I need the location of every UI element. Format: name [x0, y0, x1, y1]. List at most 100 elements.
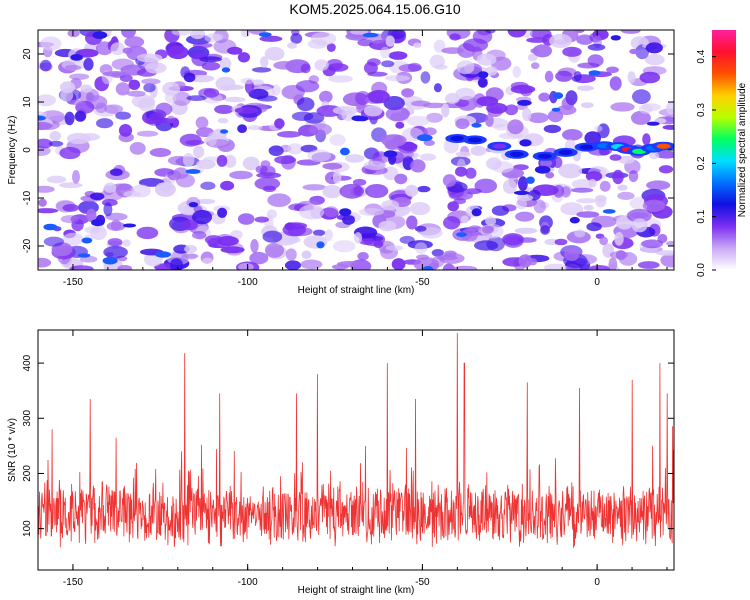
spectrogram-cell	[460, 228, 478, 242]
spectrogram-cell	[612, 169, 624, 185]
spectrogram-cell	[631, 218, 648, 233]
spectrogram-cell	[585, 171, 603, 182]
spectrogram-cell	[632, 89, 651, 105]
spectrogram-cell	[474, 178, 498, 194]
spectrogram-cell	[234, 107, 259, 114]
spectrogram-cell	[103, 245, 128, 259]
spectrogram-cell	[414, 225, 427, 232]
spectrogram-cell	[258, 32, 272, 37]
spectrogram-cell	[46, 175, 67, 184]
spectrogram-cell	[128, 79, 141, 91]
spectrogram-cell	[666, 241, 674, 246]
signal-track-point	[509, 151, 524, 157]
spectrogram-cell	[110, 168, 123, 176]
spectrogram-cell	[522, 107, 532, 122]
spectrogram-cell	[465, 167, 477, 179]
spectrogram-cell	[322, 162, 343, 170]
spectrogram-cell	[273, 61, 296, 70]
spectrogram-cell	[545, 171, 555, 179]
spectrogram-cell	[83, 57, 94, 71]
spectrogram-cell	[460, 215, 469, 224]
spectrogram-cell	[544, 263, 568, 270]
spectrogram-cell	[609, 154, 622, 161]
spectrogram-cell	[423, 127, 437, 136]
spectrogram-cell	[327, 63, 349, 72]
spectrogram-cell	[176, 173, 195, 188]
spectrogram-cell	[329, 134, 346, 146]
spectrogram-cell	[642, 133, 651, 146]
spectrogram-cell	[267, 193, 291, 207]
spectrogram-cell	[224, 96, 246, 103]
spectrogram-cell	[401, 88, 415, 98]
spectrogram-cell	[538, 92, 550, 102]
spectrogram-cell	[307, 149, 332, 162]
spectrogram-cell	[474, 240, 499, 251]
spectrogram-cell	[185, 169, 201, 174]
spectrogram-cell	[300, 259, 323, 270]
spectrogram-cell	[610, 102, 635, 112]
spectrogram-cell	[242, 156, 260, 171]
spectrogram-cell	[502, 179, 517, 194]
spectrogram-cell	[290, 33, 303, 44]
spectrogram-cell	[588, 70, 601, 76]
spectrogram-cell	[324, 229, 334, 241]
spectrogram-cell	[252, 67, 272, 73]
spectrogram-cell	[471, 208, 482, 217]
spectrogram-cell	[214, 104, 234, 114]
snr-x-axis: -150 -100 -50 0	[37, 330, 668, 588]
spectrogram-cell	[201, 61, 221, 71]
spectrogram-cell	[229, 170, 253, 180]
spectrogram-cell	[515, 211, 535, 222]
spectrogram-cell	[515, 198, 528, 210]
spectrogram-cell	[555, 70, 573, 82]
spectrogram-cell	[202, 257, 213, 264]
spectrogram-cell	[391, 258, 406, 270]
spectrogram-cell	[262, 230, 283, 243]
spectrogram-cell	[319, 90, 333, 103]
spectrogram-cell	[485, 30, 496, 34]
spectrogram-cell	[155, 251, 171, 258]
spectrogram-cell	[543, 124, 562, 134]
spectrogram-cell	[301, 250, 312, 259]
spectrogram-cell	[99, 189, 124, 201]
y-tick-label: 10	[22, 96, 33, 108]
spectrogram-cell	[507, 30, 527, 38]
x-tick-label: 0	[594, 277, 600, 288]
spectrogram-cell	[629, 48, 639, 55]
spectrogram-cell	[407, 62, 422, 72]
spectrogram-cell	[534, 165, 551, 174]
spectrogram-cell	[155, 102, 173, 116]
spectrogram-cell	[268, 145, 284, 156]
spectrogram-cell	[339, 208, 352, 217]
spectrogram-cell	[115, 111, 131, 120]
spectrogram-cell	[274, 118, 285, 129]
spectrogram-cell	[38, 94, 56, 107]
spectrogram-cell	[339, 183, 365, 199]
spectrogram-cell	[285, 248, 297, 261]
spectrogram-cell	[477, 71, 489, 79]
spectrogram-cell	[385, 75, 410, 82]
spectrogram-cell	[324, 206, 339, 218]
spectrogram-cell	[639, 71, 661, 84]
spectrogram-cell	[456, 60, 475, 75]
spectrogram-cell	[562, 46, 582, 57]
spectrogram-cell	[313, 229, 326, 236]
colorbar-tick-label: 0.4	[696, 49, 707, 63]
colorbar-ticks: 0.0 0.1 0.2 0.3 0.4	[696, 49, 716, 277]
spectrogram-cell	[455, 118, 470, 129]
spectrogram-cell	[367, 58, 381, 67]
spectrogram-cell	[426, 112, 443, 123]
spectrogram-cell	[81, 237, 93, 244]
spectrogram-cell	[67, 99, 84, 106]
spectrogram-cell	[646, 180, 671, 190]
spectrogram-cell	[617, 191, 635, 200]
spectrogram-cell	[60, 81, 76, 93]
spectrogram-cell	[186, 95, 207, 101]
signal-track-point	[467, 137, 482, 143]
spectrogram-cell	[196, 198, 216, 205]
spectrogram-cell	[43, 223, 58, 231]
spectrogram-cell	[533, 199, 546, 214]
spectrogram-cell	[573, 71, 582, 82]
spectrogram-cell	[38, 121, 53, 131]
spectrogram-x-axis: -150 -100 -50 0	[37, 30, 668, 288]
